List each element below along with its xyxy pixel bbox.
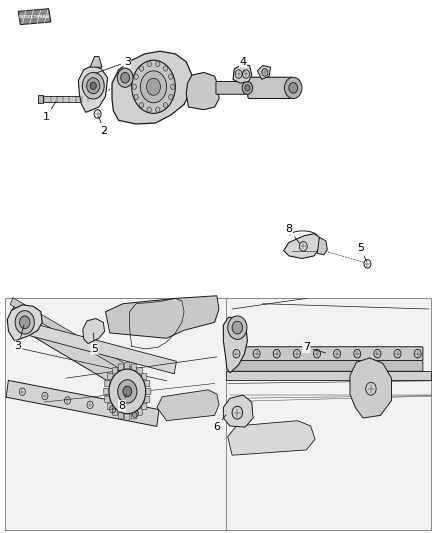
FancyBboxPatch shape [229,347,423,361]
FancyBboxPatch shape [229,361,423,371]
Text: 3: 3 [96,57,131,73]
Text: 52021709AB: 52021709AB [19,14,50,19]
Circle shape [87,78,100,94]
Text: 8: 8 [119,394,126,411]
Text: 7: 7 [303,342,325,353]
Polygon shape [78,66,108,112]
Polygon shape [8,302,135,393]
Circle shape [147,61,152,67]
Text: 3: 3 [14,325,24,351]
Circle shape [155,61,160,67]
Circle shape [169,74,173,79]
FancyBboxPatch shape [105,396,110,402]
FancyBboxPatch shape [108,403,113,410]
Circle shape [232,321,243,334]
Circle shape [132,60,175,114]
Polygon shape [106,296,219,338]
Polygon shape [112,51,192,124]
Polygon shape [157,390,219,421]
Polygon shape [6,381,159,426]
FancyBboxPatch shape [131,364,136,370]
Circle shape [245,85,250,91]
Text: 2: 2 [99,117,108,136]
Circle shape [289,83,297,93]
Circle shape [139,102,144,108]
Text: 1: 1 [43,101,56,122]
Polygon shape [317,237,327,255]
Circle shape [15,311,34,334]
Circle shape [19,316,30,329]
FancyBboxPatch shape [108,373,113,379]
Circle shape [155,107,160,112]
FancyBboxPatch shape [137,368,142,374]
FancyBboxPatch shape [104,388,109,394]
Text: 8: 8 [285,224,300,243]
FancyBboxPatch shape [248,77,293,99]
Circle shape [117,68,133,87]
Circle shape [147,107,152,112]
Polygon shape [258,66,271,79]
FancyBboxPatch shape [226,298,431,530]
Circle shape [163,102,168,108]
Polygon shape [223,317,247,373]
Circle shape [123,386,132,397]
Circle shape [285,77,302,99]
Polygon shape [233,64,252,83]
FancyBboxPatch shape [118,364,124,370]
Circle shape [134,74,138,79]
FancyBboxPatch shape [113,409,118,415]
Polygon shape [38,95,43,103]
FancyBboxPatch shape [141,403,147,410]
Circle shape [139,66,144,71]
FancyBboxPatch shape [137,409,142,415]
Circle shape [228,316,247,340]
FancyBboxPatch shape [105,381,110,387]
Polygon shape [350,358,392,418]
FancyBboxPatch shape [145,381,150,387]
Polygon shape [40,96,92,102]
FancyBboxPatch shape [216,82,246,94]
Circle shape [134,94,138,100]
Circle shape [90,82,96,90]
Circle shape [109,369,146,414]
Circle shape [132,84,137,90]
Polygon shape [13,319,177,374]
FancyBboxPatch shape [125,363,130,369]
Circle shape [163,66,168,71]
Circle shape [118,379,137,403]
Polygon shape [7,305,42,341]
Polygon shape [223,395,253,427]
FancyBboxPatch shape [118,413,124,419]
Text: 5: 5 [91,333,98,354]
Polygon shape [284,233,319,259]
FancyBboxPatch shape [131,413,136,419]
Circle shape [169,94,173,100]
Polygon shape [10,298,135,376]
Circle shape [141,71,166,103]
Polygon shape [83,319,105,344]
Text: 6: 6 [213,415,226,432]
Polygon shape [90,56,102,67]
FancyBboxPatch shape [113,368,118,374]
Polygon shape [18,9,51,25]
FancyBboxPatch shape [145,396,150,402]
Circle shape [82,72,104,99]
Text: 5: 5 [357,243,367,261]
Circle shape [170,84,175,90]
Text: 4: 4 [240,57,247,72]
Polygon shape [228,421,315,455]
Circle shape [147,78,160,95]
FancyBboxPatch shape [125,414,130,420]
Circle shape [121,72,130,83]
Polygon shape [226,371,431,379]
Polygon shape [186,72,219,110]
FancyBboxPatch shape [146,388,151,394]
FancyBboxPatch shape [5,298,228,530]
FancyBboxPatch shape [141,373,147,379]
Circle shape [242,82,253,94]
